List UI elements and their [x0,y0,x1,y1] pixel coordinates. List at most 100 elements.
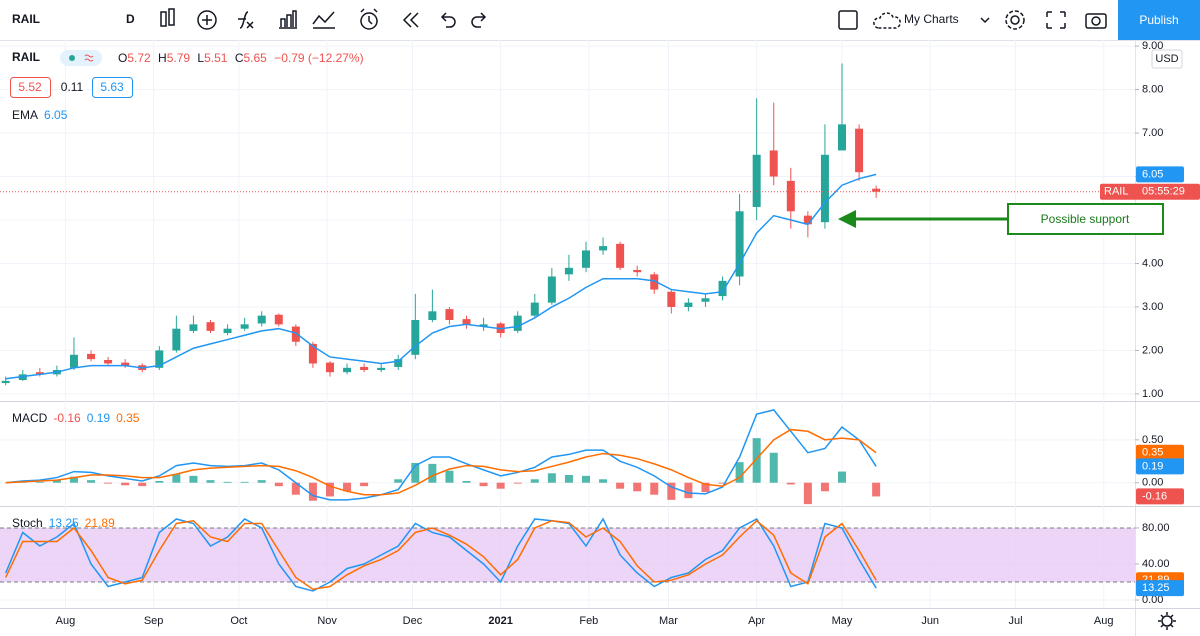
histogram-bar [35,481,44,483]
histogram-bar [138,482,147,487]
candle-body [684,302,693,307]
candle-body [462,319,471,325]
candle-body [428,311,437,320]
candle-body [752,154,761,207]
interval[interactable]: D [126,12,135,26]
histogram-bar [206,480,215,483]
publish-button[interactable] [1118,0,1200,40]
histogram-bar [291,482,300,495]
ema-value: 6.05 [44,108,68,122]
stoch-title: Stoch [12,516,43,530]
k-tag: 13.25 [1142,582,1170,594]
candle-body [291,326,300,342]
x-tick-label: Jul [1008,615,1022,627]
y-tick-label: 0.50 [1142,434,1163,446]
histogram-bar [513,482,522,484]
histogram-bar [104,482,113,484]
ohlc: O5.72 H5.79 L5.51 C5.65 −0.79 (−12.27%) [118,51,364,65]
macd-hist-value: -0.16 [53,411,81,425]
macd-title: MACD [12,411,48,425]
candle-body [701,298,710,302]
legend-toggle[interactable] [60,50,102,66]
annotation-arrowhead [838,210,856,228]
candle-body [155,350,164,368]
x-tick-label: 2021 [488,615,512,627]
x-tick-label: Oct [230,615,247,627]
y-tick-label: 4.00 [1142,257,1163,269]
histogram-bar [87,480,96,483]
candle-body [633,270,642,273]
candle-body [172,328,181,351]
candle-body [445,309,454,320]
candle-body [616,243,625,268]
ema-tag: 6.05 [1142,168,1163,180]
ohlc-value: 5.65 [243,51,267,65]
candle-body [240,324,249,329]
histogram-bar [69,476,78,483]
candle-body [189,324,198,331]
legend-symbol: RAIL [12,50,40,64]
last-price-symbol: RAIL [1104,186,1128,198]
histogram-bar [530,479,539,483]
toolbar-icons[interactable] [160,8,1107,30]
signal-line [5,428,877,496]
macd-value: 0.19 [87,411,111,425]
ema-line [5,173,877,380]
candle-body [769,150,778,177]
histogram-bar [496,482,505,489]
publish-label[interactable]: Publish [1139,13,1178,27]
histogram-bar [223,481,232,483]
candle-body [564,267,573,275]
legend: RAIL O5.72 H5.79 L5.51 C5.65 −0.79 (−12.… [10,50,364,530]
stoch-k-line [4,517,877,592]
candle-body [803,215,812,225]
y-tick-label: 3.00 [1142,301,1163,313]
histogram-bar [274,482,283,487]
histogram-bar [752,438,761,483]
legend-dot [69,55,75,61]
candle-body [69,354,78,368]
histogram-bar [633,482,642,492]
histogram-bar [667,482,676,500]
ohlc-label: L [197,51,204,65]
ask-box[interactable] [92,77,133,98]
candle-body [87,353,96,360]
histogram-bar [155,481,164,483]
ohlc-value: 5.72 [127,51,151,65]
settings-icon[interactable] [1158,612,1176,630]
y-tick-label: 9.00 [1142,40,1163,52]
currency-box[interactable] [1151,49,1183,69]
layouts[interactable]: My Charts [904,12,959,26]
bid: 5.52 [18,80,42,94]
candle-body [650,274,659,290]
symbol[interactable]: RAIL [12,12,40,26]
ohlc-value: 5.79 [167,51,191,65]
candle-body [599,246,608,251]
histogram-bar [308,482,317,501]
x-tick-label: Apr [748,615,765,627]
candle-body [35,372,44,375]
stoch-band [0,527,1135,582]
histogram-bar [838,471,847,483]
candle-body [274,314,283,325]
candle-body [820,154,829,223]
histogram-bar [701,482,710,493]
annotation-text: Possible support [1041,212,1130,226]
x-tick-label: May [832,615,853,627]
histogram-bar [564,475,573,483]
macd-tag-box [1136,458,1184,475]
histogram-bar [769,452,778,483]
candle-body [121,362,130,366]
candle-body [855,128,864,173]
y-tick-label: 2.00 [1142,344,1163,356]
candle-body [530,302,539,316]
signal-value: 0.35 [116,411,140,425]
candle-body [411,320,420,355]
candle-body [667,291,676,307]
spread: 0.11 [61,80,84,94]
macd-legend: MACD -0.16 0.19 0.35 [12,411,140,425]
grid [0,40,1135,608]
histogram-bar [820,482,829,492]
bid-box[interactable] [10,77,51,98]
candle-body [223,328,232,334]
